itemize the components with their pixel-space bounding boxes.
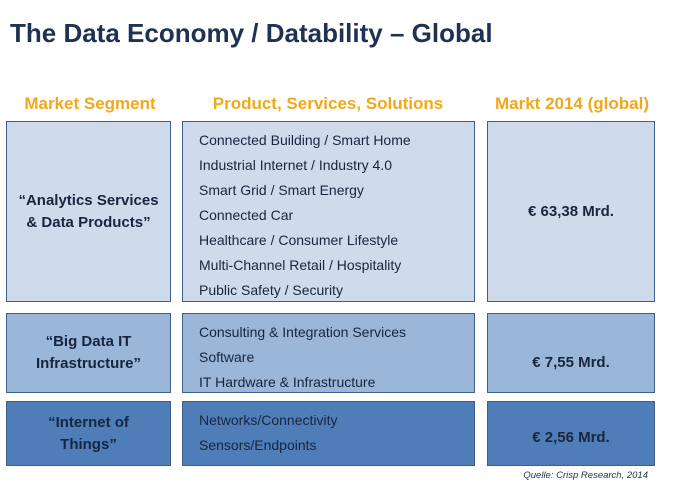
market-big-data-it: € 7,55 Mrd. [487,313,655,393]
segment-analytics-services: “Analytics Services & Data Products” [6,121,171,302]
market-internet-of-things: € 2,56 Mrd. [487,401,655,466]
list-item: Healthcare / Consumer Lifestyle [199,232,399,248]
list-item: Connected Car [199,207,294,223]
products-big-data-it: Consulting & Integration Services Softwa… [182,313,475,393]
list-item: Multi-Channel Retail / Hospitality [199,257,402,273]
list-item: Public Safety / Security [199,282,343,298]
list-item: Software [199,349,255,365]
page-title: The Data Economy / Datability – Global [10,18,493,48]
header-market-segment: Market Segment [24,94,156,113]
list-item: Sensors/Endpoints [199,437,317,453]
list-item: Industrial Internet / Industry 4.0 [199,157,392,173]
header-products: Product, Services, Solutions [212,94,444,113]
products-analytics-services: Connected Building / Smart Home Industri… [182,121,475,302]
market-analytics-services: € 63,38 Mrd. [487,121,655,302]
segment-big-data-it: “Big Data IT Infrastructure” [6,313,171,393]
segment-label: “Analytics Services & Data Products” [18,191,159,231]
products-internet-of-things: Networks/Connectivity Sensors/Endpoints [182,401,475,466]
list-item: Networks/Connectivity [199,412,338,428]
list-item: IT Hardware & Infrastructure [199,374,376,390]
header-market-2014: Markt 2014 (global) [495,94,649,113]
market-value: € 2,56 Mrd. [532,429,610,446]
segment-internet-of-things: “Internet of Things” [6,401,171,466]
market-value: € 7,55 Mrd. [532,353,610,371]
market-value: € 63,38 Mrd. [528,203,614,220]
source-note: Quelle: Crisp Research, 2014 [523,470,648,481]
list-item: Consulting & Integration Services [199,324,406,340]
segment-label: “Internet of Things” [48,413,129,453]
segment-label: “Big Data IT Infrastructure” [35,333,142,372]
list-item: Connected Building / Smart Home [199,132,411,148]
list-item: Smart Grid / Smart Energy [199,182,364,198]
